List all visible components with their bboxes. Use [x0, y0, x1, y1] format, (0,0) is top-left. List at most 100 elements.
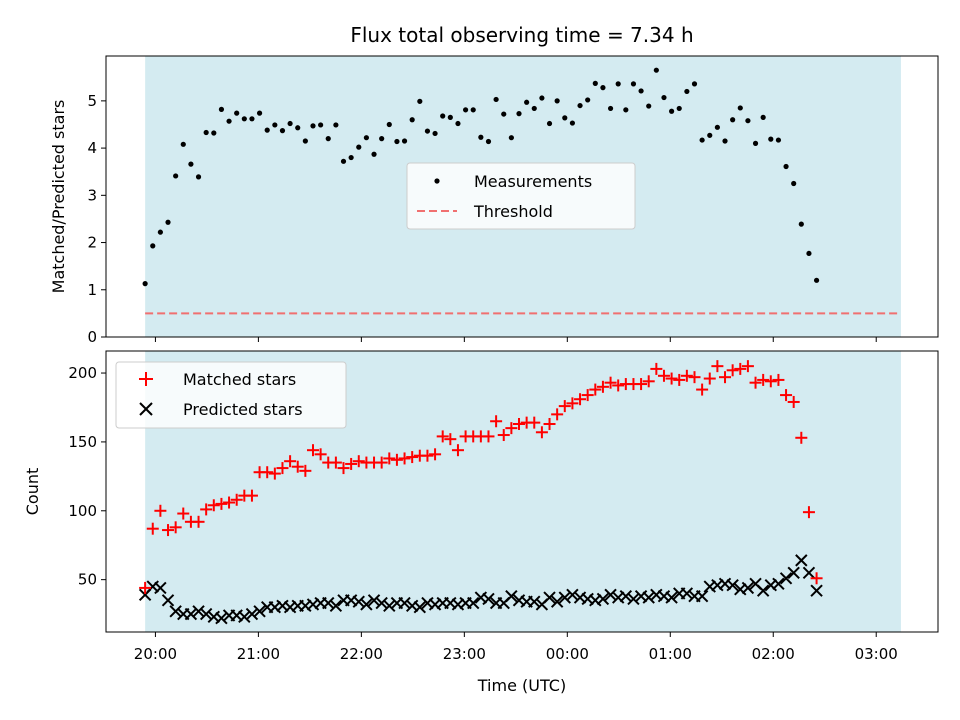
legend-matched-stars-marker [139, 372, 153, 386]
bottom-legend: Matched stars Predicted stars [115, 361, 347, 429]
measurement-point [638, 88, 644, 94]
measurement-point [485, 138, 492, 145]
predicted-star-point [199, 607, 213, 621]
predicted-star-point [772, 577, 785, 590]
legend-matched-stars-label: Matched stars [183, 370, 296, 389]
measurement-point [302, 138, 308, 144]
measurement-point [585, 97, 591, 103]
measurement-point [806, 250, 812, 257]
predicted-star-point [352, 595, 365, 608]
matched-star-point [451, 444, 464, 457]
bottom-x-axis-ticks: 20:00 21:00 22:00 23:00 00:00 01:00 02:00 03:00 [134, 632, 898, 663]
legend-measurements-marker [434, 178, 440, 184]
matched-star-point [558, 400, 571, 413]
measurement-point [363, 135, 370, 141]
measurement-point [607, 105, 614, 112]
measurement-point [630, 81, 637, 87]
measurement-point [310, 123, 316, 129]
predicted-star-point [360, 598, 373, 611]
measurement-point [516, 111, 522, 117]
measurement-point [340, 158, 347, 164]
measurement-point [508, 135, 514, 141]
measurement-point [730, 117, 736, 123]
measurement-point [226, 118, 232, 124]
measurement-point [501, 111, 507, 117]
matched-star-point [665, 372, 678, 385]
measurement-point [462, 107, 469, 113]
matched-star-point [581, 389, 594, 402]
measurement-point [577, 102, 583, 109]
matched-star-point [741, 360, 754, 373]
matched-star-point [535, 426, 548, 439]
y-tick-label: 200 [68, 364, 97, 382]
predicted-star-point [253, 605, 266, 618]
measurement-point [203, 129, 209, 136]
measurement-point [646, 103, 652, 109]
matched-star-point [574, 393, 587, 406]
matched-star-point [375, 456, 388, 469]
matched-star-point [703, 372, 716, 385]
predicted-star-point [367, 594, 381, 607]
matched-star-point [642, 375, 655, 388]
measurement-point [707, 132, 713, 138]
predicted-star-point [322, 596, 335, 610]
x-tick-label: 03:00 [855, 645, 898, 663]
x-tick-label: 23:00 [443, 645, 486, 663]
bottom-panel: 50 100 150 200 20:00 21:00 22:00 23:00 00:00 01:… [23, 350, 939, 695]
matched-star-point [650, 362, 663, 375]
measurement-point [691, 81, 698, 87]
predicted-star-point [192, 605, 205, 618]
top-panel: Flux total observing time = 7.34 h 0 1 2 3 4… [49, 23, 939, 346]
measurement-point [569, 120, 576, 126]
measurement-point [813, 277, 820, 283]
legend-predicted-stars-marker [139, 402, 153, 416]
matched-star-point [383, 452, 396, 465]
measurement-point [142, 281, 148, 287]
matched-star-point [436, 430, 449, 443]
matched-star-point [566, 397, 579, 410]
matched-star-point [680, 369, 693, 382]
top-legend-box [406, 162, 636, 230]
measurement-point [783, 163, 789, 170]
measurement-point [440, 113, 446, 119]
matched-star-point [390, 453, 403, 466]
matched-star-point [635, 378, 648, 391]
matched-star-point [513, 418, 526, 431]
matched-star-point [177, 507, 190, 520]
predicted-star-point [482, 592, 495, 606]
matched-star-point [497, 429, 510, 442]
matched-star-point [291, 460, 304, 473]
predicted-star-point [695, 589, 709, 603]
measurement-point [752, 140, 759, 146]
matched-star-point [352, 455, 365, 468]
measurement-point [333, 122, 339, 128]
predicted-star-point [245, 607, 259, 621]
matched-star-point [604, 376, 617, 389]
matched-star-point [657, 369, 670, 382]
matched-star-point [306, 444, 319, 457]
legend-measurements-label: Measurements [474, 172, 592, 191]
matched-star-point [612, 379, 625, 392]
measurement-point [493, 96, 499, 103]
matched-stars-points [139, 360, 823, 594]
predicted-star-point [383, 599, 396, 613]
measurement-point [188, 161, 194, 167]
predicted-star-point [169, 605, 182, 618]
measurement-point [318, 122, 324, 128]
measurement-point [676, 105, 682, 112]
predicted-star-point [413, 600, 427, 614]
matched-star-point [696, 383, 709, 396]
top-x-axis-ticks [154, 337, 877, 342]
measurement-point [386, 121, 392, 128]
measurement-point [150, 243, 156, 249]
matched-star-point [749, 376, 762, 389]
predicted-star-point [467, 596, 480, 610]
top-y-axis-label: Matched/Predicted stars [49, 100, 68, 294]
predicted-star-point [604, 588, 617, 602]
measurement-point [157, 229, 163, 235]
measurement-point [424, 128, 431, 134]
predicted-star-point [238, 610, 251, 624]
matched-star-point [429, 448, 442, 461]
predicted-star-point [756, 584, 770, 597]
